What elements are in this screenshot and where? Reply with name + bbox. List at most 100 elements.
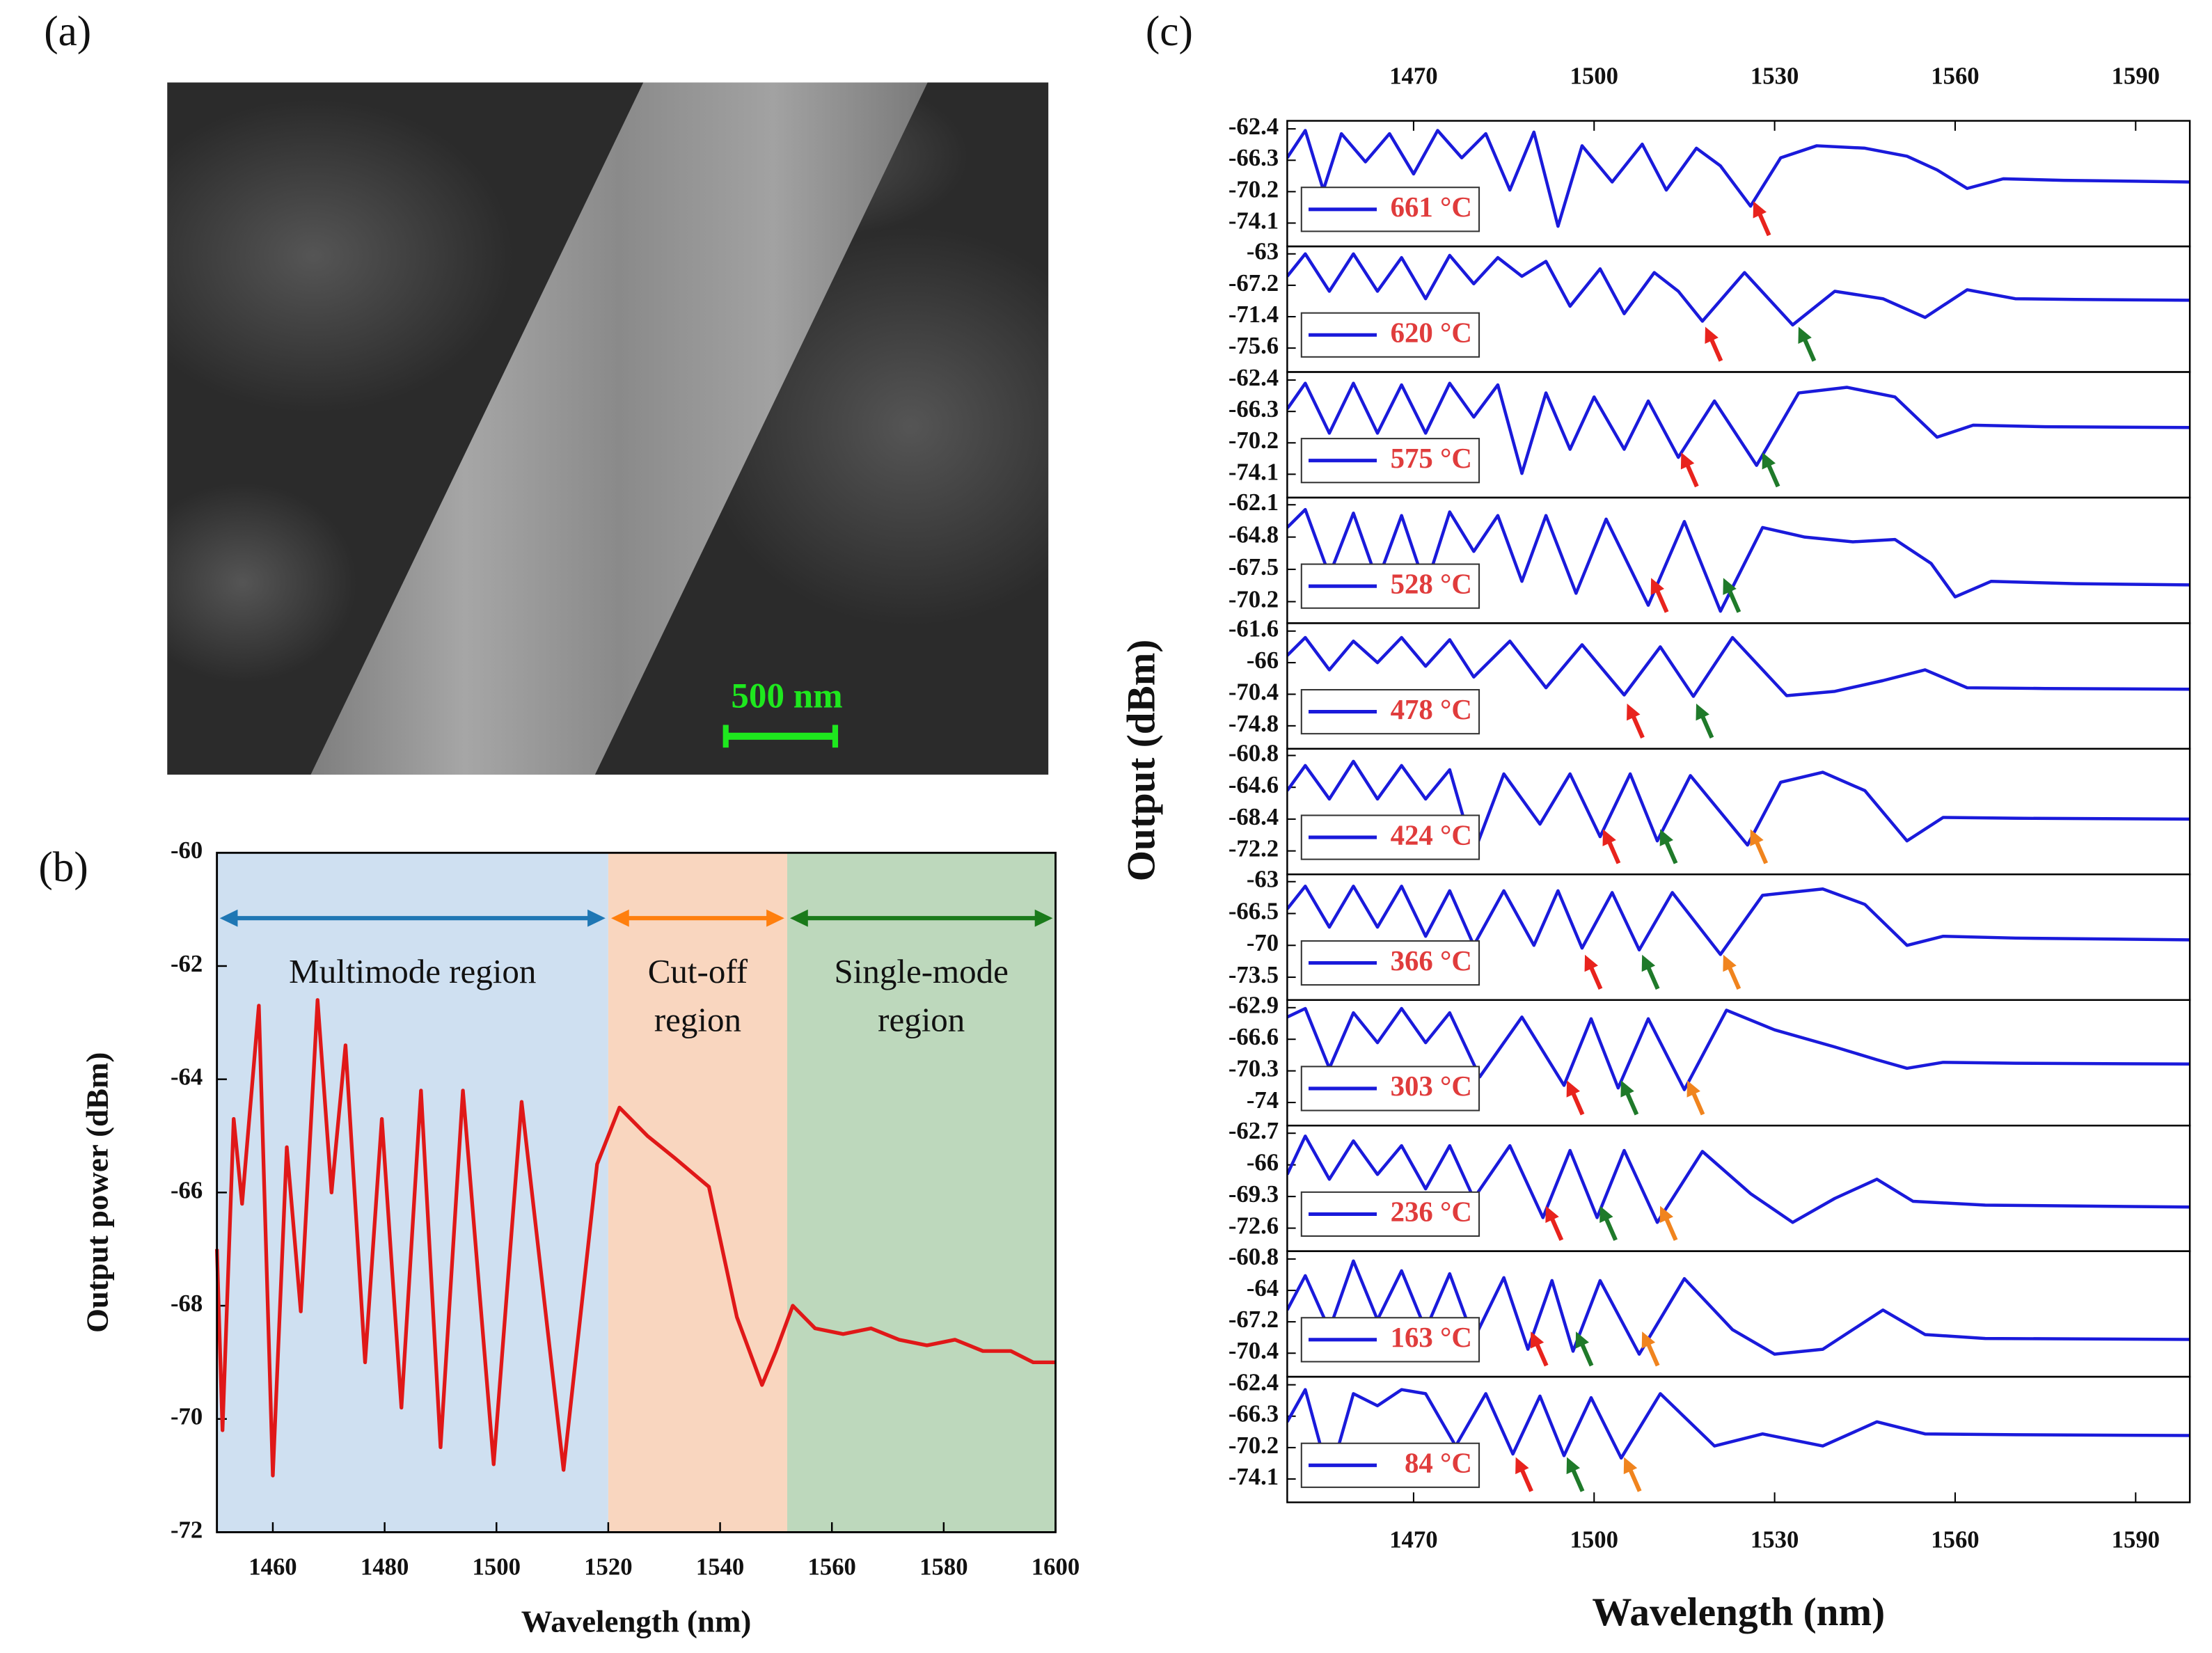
dip-arrow — [1549, 1216, 1564, 1241]
y-tick-label: -66 — [1247, 1149, 1279, 1176]
y-tick-label: -60.8 — [1229, 1243, 1279, 1270]
y-tick-label: -67.5 — [1229, 553, 1279, 580]
data-line — [1287, 635, 2190, 698]
region-arrow-head — [1034, 909, 1053, 927]
y-tick-label: -71.4 — [1229, 301, 1279, 328]
x-axis-label: Wavelength (nm) — [1592, 1590, 1885, 1634]
dip-arrow — [1645, 1342, 1660, 1367]
x-axis-label: Wavelength (nm) — [521, 1604, 752, 1638]
dip-arrow-head — [1566, 1080, 1581, 1098]
dip-arrow-head — [1723, 954, 1737, 972]
x-tick-label-top: 1470 — [1389, 62, 1437, 89]
dip-arrow — [1709, 337, 1723, 362]
dip-arrow-head — [1599, 1205, 1613, 1224]
sem-image — [167, 82, 1049, 775]
x-tick-label: 1520 — [584, 1553, 632, 1580]
data-line — [1287, 1006, 2190, 1091]
dip-arrow — [1519, 1467, 1533, 1492]
y-tick-label: -70.2 — [1229, 1432, 1279, 1459]
legend-label: 303 °C — [1391, 1070, 1472, 1102]
y-tick-label: -66.6 — [1229, 1023, 1279, 1050]
y-tick-label: -62.1 — [1229, 489, 1279, 516]
region-label: Multimode region — [289, 952, 536, 990]
region-label: Single-mode — [835, 952, 1009, 990]
region-label: region — [654, 1001, 741, 1039]
dip-arrow — [1691, 1091, 1705, 1116]
dip-arrow — [1654, 588, 1669, 613]
x-tick-label-top: 1530 — [1751, 62, 1799, 89]
y-tick-label: -68.4 — [1229, 803, 1279, 830]
x-tick-label: 1600 — [1032, 1553, 1080, 1580]
y-tick-label: -67.2 — [1229, 269, 1279, 296]
y-tick-label: -60.8 — [1229, 739, 1279, 766]
dip-arrow-head — [1753, 201, 1767, 219]
y-tick-label: -74.1 — [1229, 207, 1279, 234]
y-tick-label: -72 — [171, 1516, 203, 1543]
dip-arrow-head — [1545, 1205, 1559, 1224]
region — [608, 853, 787, 1533]
x-tick-label-top: 1500 — [1570, 62, 1618, 89]
dip-arrow — [1802, 337, 1817, 362]
y-tick-label: -70 — [1247, 929, 1279, 956]
legend-label: 528 °C — [1391, 568, 1472, 599]
data-line — [1287, 1259, 2190, 1356]
dip-arrow-head — [1641, 954, 1656, 972]
y-tick-label: -70.4 — [1229, 678, 1279, 705]
dip-arrow-head — [1515, 1457, 1529, 1475]
x-tick-label: 1540 — [696, 1553, 744, 1580]
y-tick-label: -61.6 — [1229, 615, 1279, 642]
y-tick-label: -62.4 — [1229, 113, 1279, 140]
dip-arrow — [1727, 965, 1741, 990]
y-tick-label: -74.1 — [1229, 1463, 1279, 1490]
data-line — [1287, 759, 2190, 855]
legend-label: 575 °C — [1391, 443, 1472, 474]
region — [216, 853, 608, 1533]
scale-bar-label: 500 nm — [731, 677, 842, 715]
y-tick-label: -66.3 — [1229, 1400, 1279, 1427]
region-arrow-head — [766, 909, 784, 927]
y-tick-label: -62 — [171, 950, 203, 977]
y-tick-label: -62.4 — [1229, 364, 1279, 391]
y-tick-label: -66 — [1247, 647, 1279, 674]
subplot-frame — [1286, 1375, 2191, 1503]
y-tick-label: -64.6 — [1229, 771, 1279, 798]
x-tick-label: 1500 — [1570, 1526, 1618, 1553]
y-tick-label: -74.8 — [1229, 710, 1279, 737]
y-tick-label: -62.4 — [1229, 1369, 1279, 1396]
x-tick-label: 1580 — [919, 1553, 967, 1580]
dip-arrow — [1579, 1342, 1594, 1367]
data-line — [214, 998, 1056, 1478]
y-tick-label: -67.2 — [1229, 1306, 1279, 1333]
legend-label: 620 °C — [1391, 317, 1472, 349]
region-arrow-head — [610, 909, 629, 927]
legend-label: 366 °C — [1391, 945, 1472, 976]
dip-arrow-head — [1680, 452, 1695, 470]
dip-arrow-head — [1723, 578, 1737, 595]
y-tick-label: -70.2 — [1229, 427, 1279, 454]
dip-arrow-head — [1659, 829, 1674, 846]
panel-label: (c) — [1146, 8, 1193, 55]
dip-arrow-head — [1575, 1331, 1589, 1349]
dip-arrow — [1627, 1467, 1642, 1492]
dip-arrow-head — [1641, 1331, 1656, 1349]
legend-label: 236 °C — [1391, 1196, 1472, 1228]
dip-arrow-head — [1696, 703, 1709, 721]
y-axis-label: Output (dBm) — [1119, 640, 1163, 882]
y-tick-label: -70.4 — [1229, 1337, 1279, 1364]
dip-arrow-head — [1659, 1205, 1674, 1224]
x-tick-label: 1560 — [808, 1553, 856, 1580]
legend-label: 661 °C — [1391, 191, 1472, 223]
dip-arrow-head — [1620, 1080, 1634, 1098]
y-tick-label: -69.3 — [1229, 1180, 1279, 1208]
dip-arrow — [1604, 1216, 1618, 1241]
dip-arrow — [1606, 839, 1621, 864]
y-tick-label: -70.2 — [1229, 175, 1279, 203]
y-tick-label: -74 — [1247, 1086, 1279, 1114]
x-tick-label: 1530 — [1751, 1526, 1799, 1553]
y-tick-label: -66.3 — [1229, 395, 1279, 422]
y-tick-label: -63 — [1247, 238, 1279, 265]
y-tick-label: -66 — [171, 1176, 203, 1203]
y-tick-label: -66.3 — [1229, 144, 1279, 171]
